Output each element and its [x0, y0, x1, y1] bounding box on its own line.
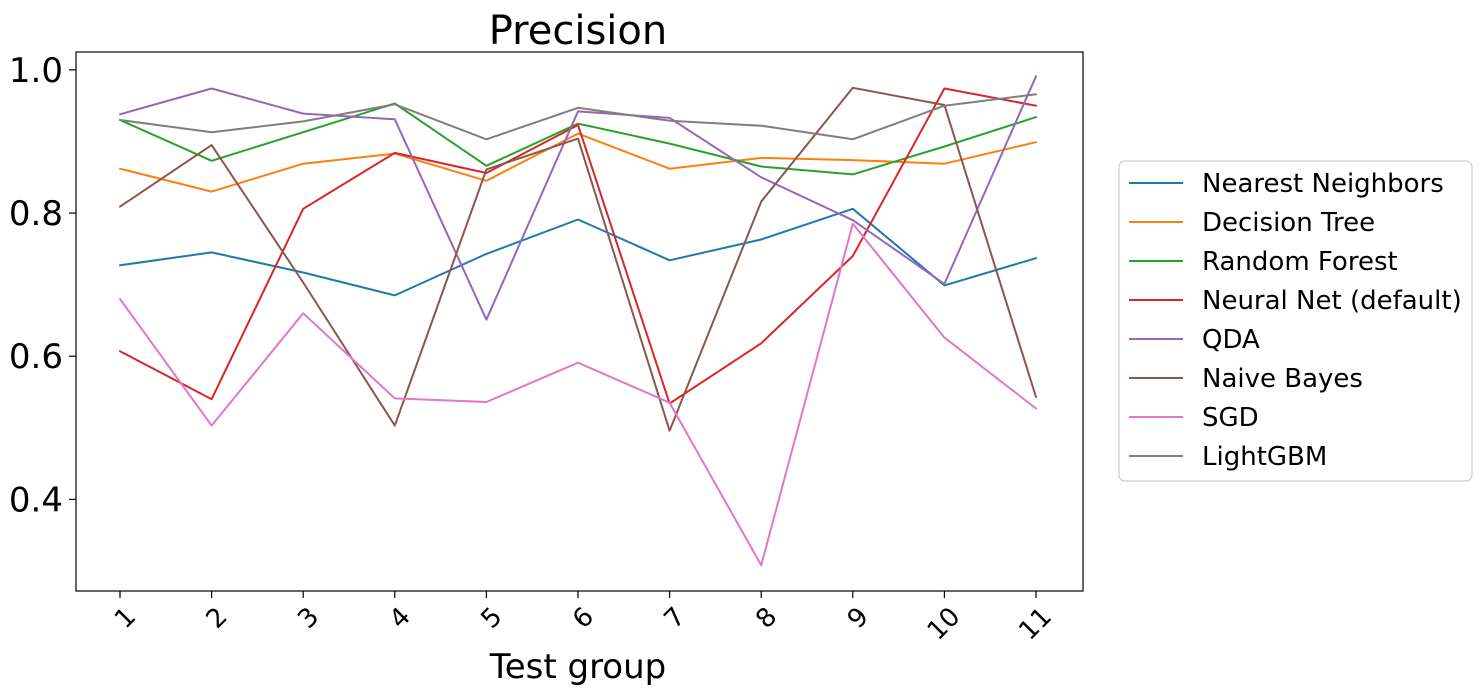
series-line-lightgbm	[119, 93, 1037, 141]
x-tick-label: 6	[567, 602, 600, 635]
legend-label: QDA	[1202, 325, 1260, 355]
x-tick-label: 7	[659, 602, 692, 635]
series-line-random-forest	[119, 102, 1037, 176]
y-tick-label: 0.4	[9, 480, 63, 520]
legend-box	[1118, 160, 1473, 482]
x-tick-label: 9	[842, 602, 875, 635]
legend-label: LightGBM	[1202, 442, 1327, 472]
x-tick-label: 1	[109, 602, 142, 635]
x-tick-label: 3	[292, 602, 325, 635]
x-tick-label: 4	[384, 602, 417, 635]
legend-label: Nearest Neighbors	[1202, 169, 1444, 199]
x-tick-label: 2	[201, 602, 234, 635]
series-line-qda	[119, 75, 1037, 321]
series-line-nearest-neighbors	[119, 207, 1037, 297]
chart-title: Precision	[489, 8, 667, 54]
series-line-neural-net-default	[119, 87, 1037, 405]
series-lines	[119, 75, 1037, 567]
x-tick-label: 8	[750, 602, 783, 635]
y-axis: 0.4 0.6 0.8 1.0	[9, 51, 76, 520]
legend-label: SGD	[1202, 403, 1259, 433]
x-tick-label: 5	[475, 602, 508, 635]
x-tick-label: 10	[922, 602, 967, 647]
legend-label: Naive Bayes	[1202, 364, 1363, 394]
y-tick-label: 1.0	[9, 51, 63, 91]
series-line-naive-bayes	[119, 86, 1037, 432]
y-tick-label: 0.8	[9, 194, 63, 234]
legend-label: Neural Net (default)	[1202, 286, 1462, 316]
x-axis: 1 2 3 4 5 6 7 8 9 10 11	[109, 591, 1058, 646]
x-tick-label: 11	[1013, 602, 1058, 647]
legend: Nearest Neighbors Decision Tree Random For…	[1118, 160, 1473, 482]
x-axis-label: Test group	[489, 647, 667, 687]
legend-label: Decision Tree	[1202, 208, 1375, 238]
series-line-sgd	[119, 222, 1037, 567]
plot-area-frame	[75, 51, 1084, 592]
legend-label: Random Forest	[1202, 247, 1398, 277]
y-tick-label: 0.6	[9, 337, 63, 377]
series-line-decision-tree	[119, 132, 1037, 193]
